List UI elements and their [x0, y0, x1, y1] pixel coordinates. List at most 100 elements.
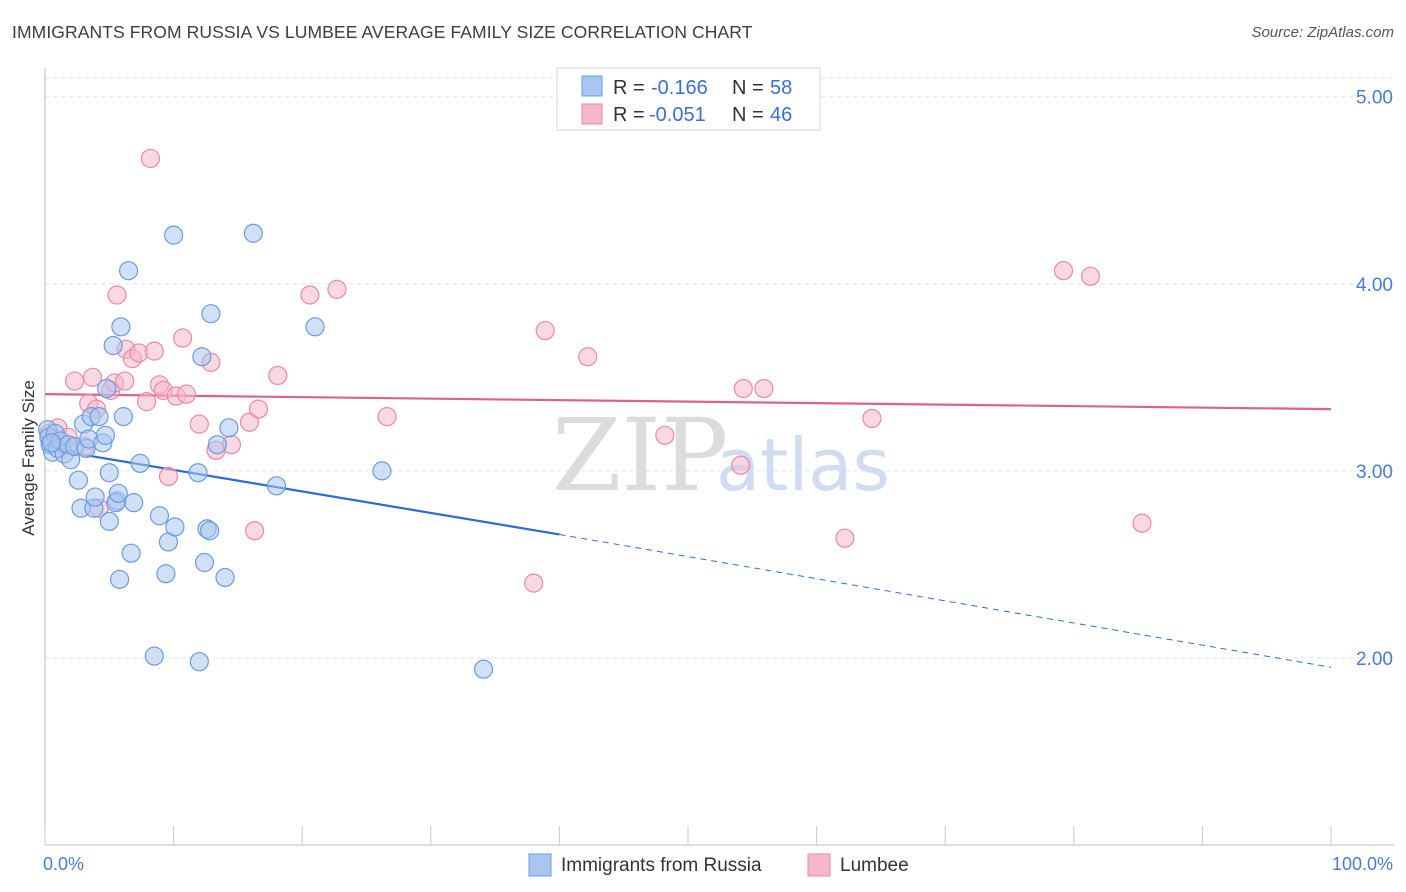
- russia-point: [372, 461, 392, 481]
- y-tick-label: 4.00: [1356, 275, 1393, 296]
- russia-point: [85, 487, 105, 507]
- lumbee-point: [835, 528, 855, 548]
- lumbee-point: [733, 378, 753, 399]
- russia-point: [109, 569, 130, 589]
- lumbee-point: [144, 341, 164, 361]
- russia-point: [165, 517, 185, 537]
- series-legend: Immigrants from Russia Lumbee: [528, 853, 909, 877]
- lumbee-point: [82, 367, 103, 387]
- lumbee-point: [754, 378, 774, 399]
- x-tick-label-min: 0.0%: [43, 854, 84, 874]
- lumbee-point: [136, 392, 157, 412]
- russia-point: [192, 347, 212, 367]
- lumbee-point: [1080, 266, 1101, 286]
- russia-point: [124, 493, 144, 513]
- y-tick-label: 3.00: [1356, 462, 1393, 483]
- lumbee-point: [140, 148, 161, 169]
- series-swatch-russia: [528, 853, 552, 877]
- russia-point: [41, 433, 62, 453]
- lumbee-point: [377, 407, 397, 427]
- lumbee-point: [300, 285, 320, 305]
- lumbee-point: [578, 347, 598, 367]
- lumbee-point: [64, 371, 85, 391]
- legend-n-value-lumbee: 46: [770, 104, 792, 126]
- legend-r-label-lumbee: R =: [613, 104, 645, 126]
- series-label-lumbee: Lumbee: [840, 855, 909, 876]
- x-tick-labels: 0.0% 100.0%: [43, 854, 1393, 874]
- russia-point: [149, 506, 170, 526]
- russia-point: [305, 317, 325, 337]
- lumbee-point: [862, 408, 882, 429]
- russia-point: [156, 564, 176, 584]
- lumbee-point: [158, 466, 179, 487]
- source-credit: Source: ZipAtlas.com: [1251, 24, 1394, 41]
- lumbee-point: [239, 412, 260, 432]
- lumbee-point: [268, 365, 288, 386]
- legend-r-label-russia: R =: [613, 77, 645, 99]
- series-swatch-lumbee: [807, 853, 831, 877]
- lumbee-point: [655, 425, 675, 445]
- lumbee-point: [245, 521, 265, 541]
- russia-point: [473, 659, 494, 679]
- legend-swatch-russia: [581, 75, 603, 97]
- russia-point: [144, 646, 164, 666]
- y-axis-label: Average Family Size: [19, 380, 38, 536]
- russia-point: [113, 407, 134, 427]
- lumbee-trend-line: [44, 393, 1332, 411]
- russia-point: [200, 521, 220, 541]
- lumbee-point: [115, 371, 135, 391]
- russia-point: [164, 225, 184, 245]
- data-points: [37, 148, 1152, 679]
- lumbee-point: [189, 414, 209, 434]
- legend-r-value-lumbee: -0.051: [649, 104, 706, 126]
- lumbee-point: [1053, 261, 1074, 281]
- russia-point: [266, 476, 287, 496]
- legend-n-label-russia: N =: [732, 77, 764, 99]
- russia-point: [130, 453, 150, 473]
- russia-point: [99, 463, 119, 483]
- lumbee-point: [173, 328, 193, 348]
- chart-title: IMMIGRANTS FROM RUSSIA VS LUMBEE AVERAGE…: [12, 22, 753, 42]
- russia-point: [118, 261, 139, 281]
- lumbee-point: [176, 384, 197, 404]
- russia-trend-extension: [559, 533, 1332, 668]
- russia-point: [188, 463, 208, 483]
- russia-point: [68, 470, 89, 490]
- watermark-zip: ZIP: [552, 397, 728, 514]
- russia-point: [121, 543, 141, 563]
- axes: [44, 68, 1394, 846]
- lumbee-point: [107, 285, 127, 305]
- legend-r-value-russia: -0.166: [651, 77, 708, 99]
- lumbee-point: [327, 279, 347, 299]
- lumbee-point: [524, 573, 544, 593]
- russia-point: [243, 223, 263, 243]
- russia-point: [99, 511, 119, 531]
- lumbee-point: [731, 455, 751, 475]
- grid-lines: [45, 77, 1394, 659]
- x-tick-label-max: 100.0%: [1332, 854, 1393, 874]
- lumbee-point: [1132, 513, 1152, 533]
- lumbee-point: [535, 320, 555, 341]
- russia-point: [89, 407, 109, 427]
- russia-point: [103, 335, 123, 356]
- russia-point: [219, 418, 239, 438]
- russia-point: [111, 317, 131, 337]
- russia-point: [207, 435, 227, 455]
- lumbee-point: [248, 399, 269, 419]
- russia-point: [95, 425, 116, 445]
- russia-point: [201, 304, 221, 324]
- series-label-russia: Immigrants from Russia: [561, 855, 762, 876]
- y-tick-labels: 2.00 3.00 4.00 5.00: [1356, 88, 1393, 670]
- russia-point: [189, 652, 209, 672]
- legend-swatch-lumbee: [581, 103, 603, 125]
- russia-point: [97, 378, 117, 399]
- legend-n-value-russia: 58: [770, 77, 792, 99]
- y-tick-label: 5.00: [1356, 88, 1393, 109]
- russia-point: [108, 483, 128, 503]
- legend-n-label-lumbee: N =: [732, 104, 764, 126]
- russia-point: [215, 567, 235, 588]
- russia-point: [194, 552, 215, 573]
- y-tick-label: 2.00: [1356, 649, 1393, 670]
- stats-legend: R = -0.166 N = 58 R = -0.051 N = 46: [556, 67, 821, 131]
